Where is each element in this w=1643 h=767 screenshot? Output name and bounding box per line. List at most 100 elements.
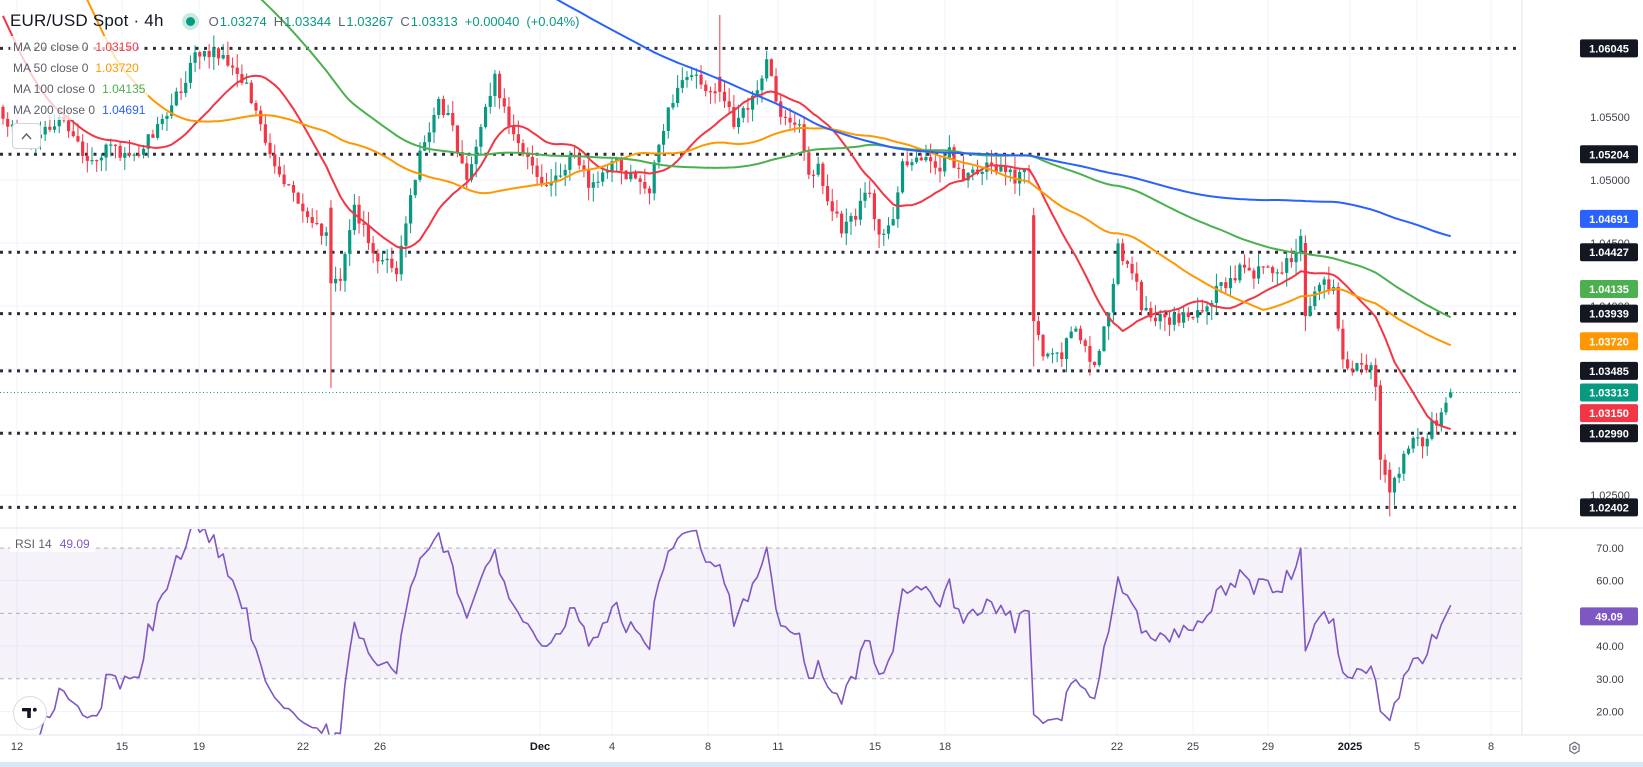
rsi-line[interactable]	[3, 522, 1452, 761]
candles-layer[interactable]	[1, 14, 1453, 517]
svg-text:19: 19	[193, 741, 205, 753]
market-status-dot	[185, 16, 195, 26]
tradingview-logo[interactable]	[13, 696, 47, 730]
ma-50-line	[86, 0, 1452, 347]
svg-text:20.00: 20.00	[1596, 707, 1624, 719]
rsi-label: RSI 14	[15, 537, 52, 551]
symbol-title[interactable]: EUR/USD Spot · 4h	[10, 11, 164, 30]
svg-text:70.00: 70.00	[1596, 543, 1624, 555]
svg-text:Dec: Dec	[530, 741, 550, 753]
svg-text:40.00: 40.00	[1596, 641, 1624, 653]
low-value: 1.03267	[346, 13, 394, 29]
price-badge-1.03939: 1.03939	[1580, 304, 1638, 323]
ma-20-value: 1.03150	[95, 39, 139, 54]
ma-100-line	[260, 0, 1452, 319]
open-label: O	[208, 13, 219, 29]
open-value: 1.03274	[219, 13, 267, 29]
price-levels[interactable]	[0, 46, 1522, 509]
svg-text:1.03313: 1.03313	[1589, 388, 1629, 400]
svg-text:12: 12	[11, 741, 23, 753]
moving-averages[interactable]	[2, 0, 1452, 431]
price-scale[interactable]: 1.055001.050001.045001.040001.0250070.00…	[1580, 39, 1638, 719]
svg-text:8: 8	[1488, 741, 1494, 753]
price-badge-1.02990: 1.02990	[1580, 424, 1638, 443]
collapse-indicators-button[interactable]	[12, 123, 41, 149]
price-badge-1.03720: 1.03720	[1580, 332, 1638, 351]
price-badge-1.05204: 1.05204	[1580, 145, 1638, 164]
svg-text:1.05204: 1.05204	[1589, 149, 1630, 161]
svg-text:1.05500: 1.05500	[1590, 112, 1630, 124]
change-percent: (+0.04%)	[526, 13, 580, 29]
svg-text:11: 11	[772, 741, 783, 753]
change-value: +0.00040	[464, 13, 520, 29]
timezone-settings-button[interactable]	[1565, 740, 1583, 756]
svg-text:1.03720: 1.03720	[1589, 336, 1629, 348]
ma-20-line	[2, 15, 1452, 431]
rsi-legend[interactable]: RSI 14 49.09	[10, 536, 95, 552]
svg-text:1.04135: 1.04135	[1589, 284, 1629, 296]
ma-20-label: MA 20 close 0	[13, 39, 89, 54]
svg-text:18: 18	[939, 741, 951, 753]
rsi-value: 49.09	[59, 537, 90, 551]
tradingview-icon	[22, 707, 37, 718]
price-badge-1.03485: 1.03485	[1580, 361, 1638, 380]
low-label: L	[338, 13, 346, 29]
ma-50-legend[interactable]: MA 50 close 0 1.03720	[10, 57, 142, 78]
svg-text:49.09: 49.09	[1595, 611, 1623, 623]
svg-text:1.04427: 1.04427	[1589, 247, 1629, 259]
svg-text:25: 25	[1187, 741, 1199, 753]
close-label: C	[400, 13, 410, 29]
bottom-accent-strip	[0, 762, 1643, 767]
ma-200-value: 1.04691	[102, 102, 146, 117]
svg-text:1.03939: 1.03939	[1589, 309, 1629, 321]
ohlc-readout: O1.03274 H1.03344 L1.03267 C1.03313 +0.0…	[209, 14, 580, 29]
rsi-badge: 49.09	[1580, 607, 1638, 626]
svg-text:22: 22	[297, 741, 309, 753]
svg-text:15: 15	[869, 741, 881, 753]
chart-legend: EUR/USD Spot · 4h O1.03274 H1.03344 L1.0…	[10, 6, 579, 120]
price-badge-1.04135: 1.04135	[1580, 279, 1638, 298]
price-badge-1.04427: 1.04427	[1580, 243, 1638, 262]
close-value: 1.03313	[410, 13, 458, 29]
price-badge-1.03150: 1.03150	[1580, 404, 1638, 423]
svg-text:1.03485: 1.03485	[1589, 366, 1629, 378]
svg-text:8: 8	[705, 741, 711, 753]
svg-text:2025: 2025	[1338, 741, 1362, 753]
svg-text:30.00: 30.00	[1596, 674, 1624, 686]
time-scale[interactable]: 12 15 19 22 26 Dec 4 8 11 15 18 22 25 29 2025 5 8	[11, 741, 1494, 753]
high-value: 1.03344	[284, 13, 332, 29]
ma-100-value: 1.04135	[102, 81, 146, 96]
svg-text:15: 15	[116, 741, 128, 753]
svg-text:1.06045: 1.06045	[1589, 43, 1629, 55]
high-label: H	[273, 13, 284, 29]
ma-200-legend[interactable]: MA 200 close 0 1.04691	[10, 99, 149, 120]
svg-text:29: 29	[1262, 741, 1274, 753]
pane-borders	[0, 0, 1643, 736]
price-badge-1.06045: 1.06045	[1580, 39, 1638, 58]
price-badge-1.03313: 1.03313	[1580, 383, 1638, 402]
ma-200-line	[555, 0, 1451, 238]
chevron-up-icon	[21, 132, 32, 139]
price-badge-1.02402: 1.02402	[1580, 498, 1638, 517]
svg-text:1.02990: 1.02990	[1589, 428, 1629, 440]
svg-text:60.00: 60.00	[1596, 576, 1624, 588]
svg-text:5: 5	[1414, 741, 1420, 753]
svg-text:26: 26	[374, 741, 386, 753]
svg-text:1.05000: 1.05000	[1590, 175, 1630, 187]
ma-100-label: MA 100 close 0	[13, 81, 96, 96]
svg-text:22: 22	[1111, 741, 1123, 753]
ma-100-legend[interactable]: MA 100 close 0 1.04135	[10, 78, 149, 99]
symbol-title-row: EUR/USD Spot · 4h O1.03274 H1.03344 L1.0…	[10, 6, 579, 36]
svg-text:1.03150: 1.03150	[1589, 408, 1629, 420]
ma-20-legend[interactable]: MA 20 close 0 1.03150	[10, 36, 142, 57]
svg-text:1.02402: 1.02402	[1589, 502, 1629, 514]
svg-text:1.04691: 1.04691	[1589, 214, 1629, 226]
gear-icon	[1568, 741, 1580, 754]
rsi-band	[0, 547, 1522, 680]
ma-50-value: 1.03720	[95, 60, 139, 75]
ma-50-label: MA 50 close 0	[13, 60, 89, 75]
svg-text:4: 4	[609, 741, 615, 753]
ma-200-label: MA 200 close 0	[13, 102, 96, 117]
